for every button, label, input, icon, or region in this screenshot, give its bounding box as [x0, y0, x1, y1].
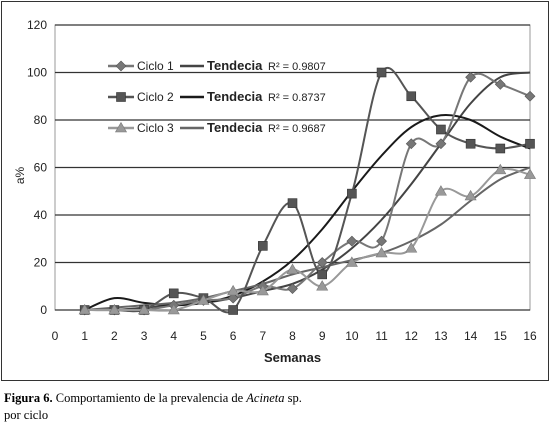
series-3-point — [108, 303, 121, 315]
x-tick-label: 2 — [111, 329, 118, 343]
series-2-point — [317, 269, 327, 280]
series-1-point — [494, 78, 506, 90]
x-tick-label: 11 — [375, 329, 388, 343]
y-tick-label: 120 — [27, 18, 47, 32]
legend-r2-2: R² = 0.8737 — [268, 92, 326, 104]
x-tick-label: 6 — [230, 329, 237, 343]
series-3-point — [405, 242, 418, 253]
series-2-point — [525, 138, 535, 149]
series-2-point — [495, 143, 506, 154]
x-axis-title: Semanas — [264, 350, 321, 365]
legend-r2-3: R² = 0.9687 — [268, 123, 326, 135]
series-2-point — [168, 288, 179, 299]
series-3-point — [138, 303, 151, 315]
legend-label-trend-1: Tendecia — [207, 58, 263, 73]
series-3-point — [316, 280, 329, 291]
series-3-point — [523, 168, 537, 179]
series-2-point — [406, 91, 417, 102]
series-3-point — [494, 163, 507, 175]
x-tick-label: 15 — [494, 329, 508, 343]
series-1-point — [405, 138, 417, 150]
series-1-point — [287, 283, 298, 295]
caption-line-2: por ciclo — [4, 408, 49, 422]
trend-line-2 — [84, 113, 531, 311]
y-tick-label: 100 — [27, 66, 47, 80]
series-3-point — [167, 303, 180, 315]
x-tick-label: 16 — [523, 329, 537, 343]
x-tick-label: 12 — [405, 329, 419, 343]
legend-label-trend-3: Tendecia — [207, 120, 263, 135]
series-1-point — [346, 235, 358, 247]
legend-marker-series-3 — [114, 121, 128, 133]
series-1-point — [376, 235, 387, 247]
series-2-point — [258, 241, 268, 251]
series-1-point — [524, 90, 536, 102]
series-3-point — [434, 185, 447, 196]
legend-r2-1: R² = 0.9807 — [268, 61, 326, 73]
series-2-point — [465, 138, 476, 149]
x-tick-label: 14 — [464, 329, 478, 343]
series-2-point — [436, 124, 446, 135]
series-2-point — [228, 305, 238, 315]
x-tick-label: 9 — [319, 329, 326, 343]
y-tick-label: 40 — [34, 208, 48, 222]
series-2-point — [287, 198, 298, 208]
series-line-1 — [84, 72, 531, 312]
x-tick-label: 4 — [170, 329, 177, 343]
legend-label-series-1: Ciclo 1 — [137, 59, 174, 73]
x-tick-label: 3 — [141, 329, 148, 343]
series-1-point — [316, 257, 328, 268]
series-3-point — [464, 189, 477, 201]
series-line-2 — [84, 66, 531, 314]
caption-text-after: sp. — [284, 391, 302, 405]
series-1-point — [435, 138, 447, 150]
caption-line-1: Figura 6. Comportamiento de la prevalenc… — [4, 390, 549, 407]
series-1-point — [465, 71, 477, 83]
y-axis-title: a% — [13, 166, 27, 184]
trend-line-1 — [84, 71, 531, 312]
y-tick-label: 80 — [34, 113, 48, 127]
x-tick-label: 0 — [52, 329, 59, 343]
figure-caption: Figura 6. Comportamiento de la prevalenc… — [4, 390, 549, 424]
x-tick-label: 13 — [434, 329, 448, 343]
x-tick-label: 10 — [345, 329, 359, 343]
x-tick-label: 5 — [200, 329, 207, 343]
series-2-point — [347, 188, 357, 199]
x-tick-label: 7 — [259, 329, 266, 343]
y-tick-label: 20 — [34, 256, 48, 270]
trend-line-3 — [84, 166, 531, 311]
series-3-point — [375, 246, 388, 258]
series-3-point — [227, 284, 240, 296]
series-3-point — [197, 294, 210, 305]
x-tick-label: 8 — [289, 329, 296, 343]
caption-text-before: Comportamiento de la prevalencia de — [52, 391, 247, 405]
caption-species: Acineta — [246, 391, 285, 405]
y-tick-label: 0 — [40, 303, 47, 317]
series-line-3 — [84, 168, 531, 312]
series-3-point — [286, 263, 299, 274]
legend-label-series-2: Ciclo 2 — [137, 90, 174, 104]
legend-label-series-3: Ciclo 3 — [137, 121, 174, 135]
series-3-point — [345, 256, 358, 267]
caption-figure-label: Figura 6. — [4, 391, 53, 405]
legend-label-trend-2: Tendecia — [207, 89, 263, 104]
series-3-point — [78, 303, 91, 315]
figure-frame — [1, 1, 549, 381]
series-2-point — [376, 67, 387, 78]
series-1-point — [227, 292, 239, 304]
legend-marker-series-2 — [116, 92, 126, 102]
y-tick-label: 60 — [34, 161, 48, 175]
x-tick-label: 1 — [81, 329, 88, 343]
legend-marker-series-1 — [115, 60, 127, 72]
series-3-point — [256, 284, 269, 296]
